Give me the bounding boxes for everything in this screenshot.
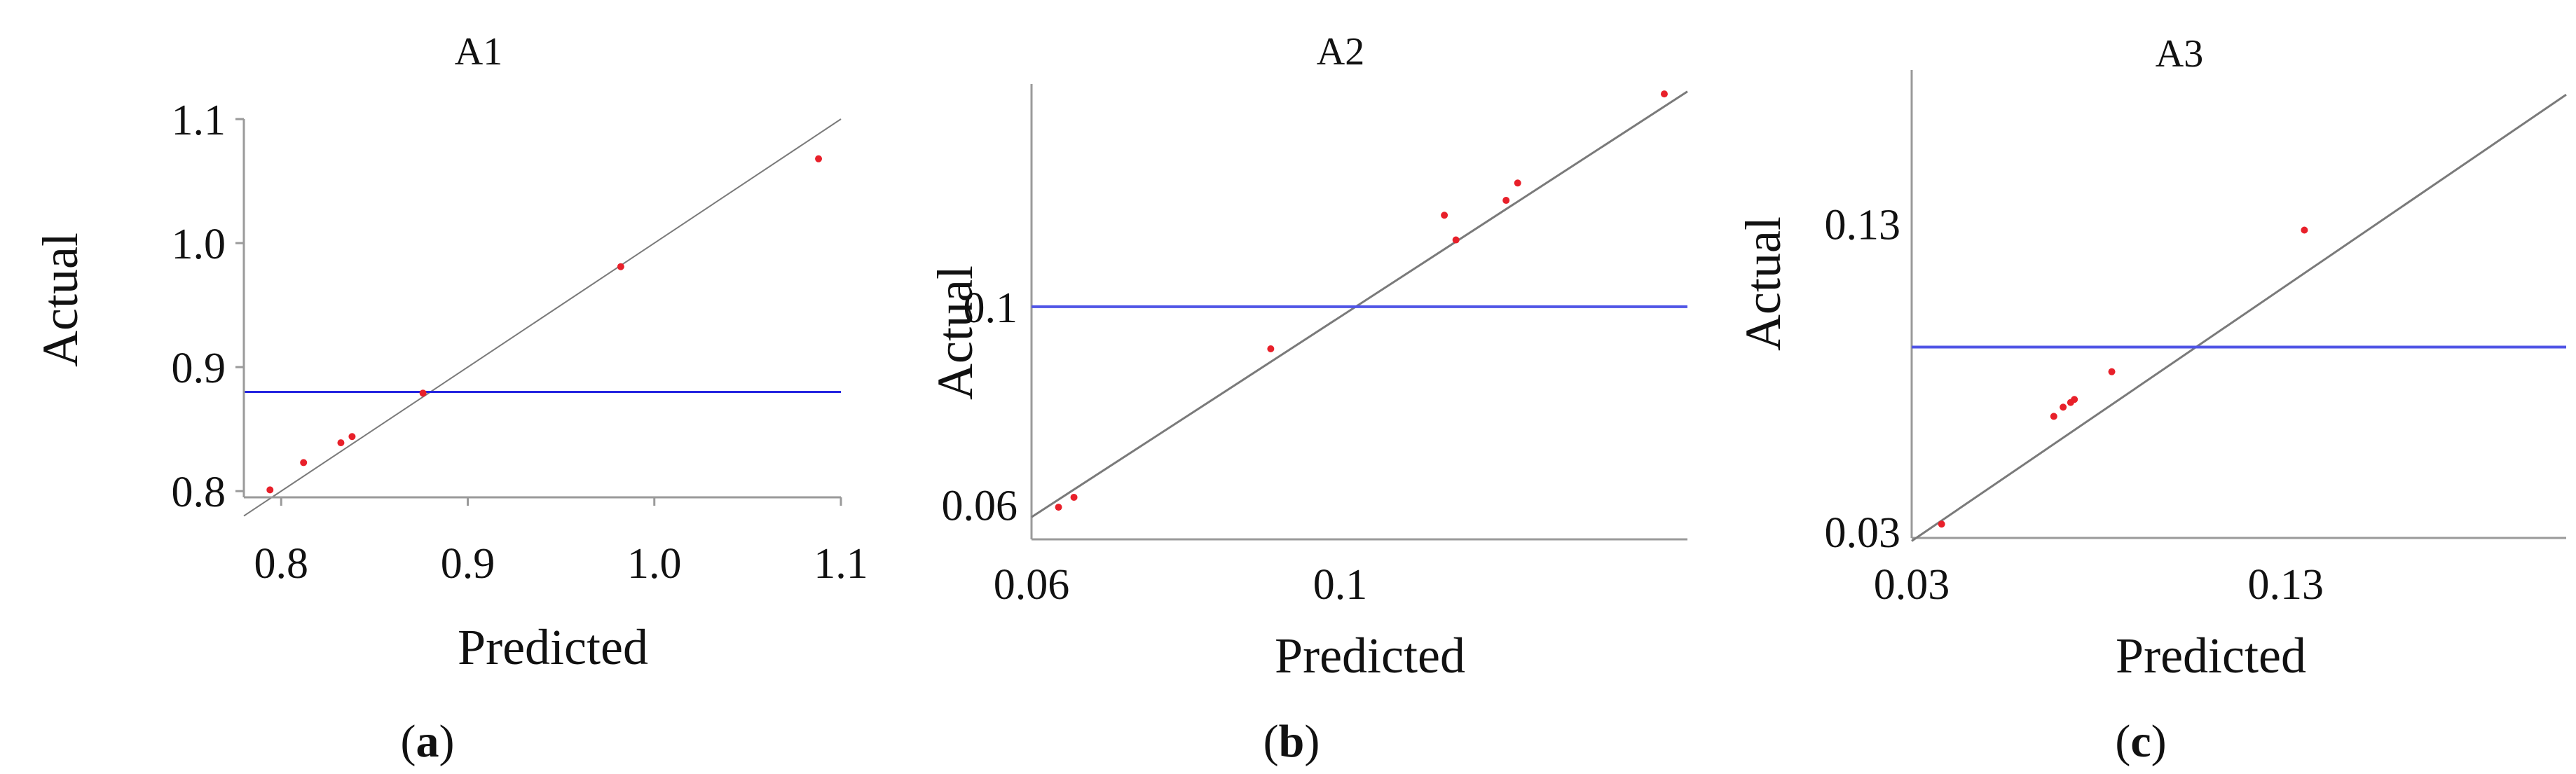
panel-c-data-point	[2060, 403, 2067, 411]
panel-a-title-backdrop	[392, 13, 561, 79]
panel-b-data-point	[1660, 90, 1668, 98]
panel-b-data-point	[1070, 493, 1078, 501]
panel-b-reference-line	[1031, 90, 1688, 518]
panel-b-caption-letter: b	[1279, 716, 1305, 767]
panel-c-data-point	[1938, 520, 1945, 528]
panel-b-data-point	[1267, 345, 1275, 352]
panel-c-title-backdrop	[1994, 0, 2575, 83]
panel-c-y-axis-title: Actual	[1735, 216, 1791, 351]
panel-c-data-point	[2301, 226, 2308, 234]
panel-b-y-tick-label: 0.06	[942, 483, 1018, 530]
panel-a-x-tick-label: 0.9	[441, 540, 495, 588]
panel-a-x-tick-label: 1.1	[814, 540, 868, 588]
panel-c-x-tick-label: 0.03	[1874, 561, 1950, 609]
panel-a-data-point	[815, 155, 823, 163]
panel-b-y-tick-label: 0.1	[964, 284, 1018, 332]
panel-c: A3 Predicted Actual (c) 0.03 0.13 0.03 0.13	[1735, 0, 2575, 767]
panel-a-y-tick-label: 0.8	[172, 469, 226, 516]
panel-b-x-axis-title: Predicted	[1275, 628, 1465, 684]
panel-a-x-tick-label: 1.0	[627, 540, 682, 588]
panel-a-caption: (a)	[401, 716, 455, 767]
panel-a-x-axis-title: Predicted	[458, 619, 648, 675]
panel-b-caption: (b)	[1263, 716, 1320, 767]
panel-b-data-point	[1055, 504, 1062, 511]
panel-c-reference-line	[1911, 93, 2567, 542]
panel-c-x-axis-title: Predicted	[2116, 628, 2306, 684]
panel-b-data-point	[1502, 197, 1510, 205]
panel-b-data-point	[1441, 212, 1448, 219]
panel-a-data-point	[419, 389, 427, 397]
panel-c-caption-letter: c	[2130, 716, 2151, 767]
panel-a-caption-letter: a	[416, 716, 439, 767]
panel-a-reference-line	[243, 118, 842, 517]
panel-c-data-point	[2050, 413, 2057, 420]
panel-b-x-tick-label: 0.06	[994, 561, 1070, 609]
panel-c-y-tick-label: 0.13	[1825, 202, 1901, 249]
panel-b-title: A2	[1317, 30, 1364, 74]
panel-a-y-axis-title: Actual	[32, 233, 88, 367]
panel-a-data-point	[300, 459, 308, 467]
panel-a-title: A1	[455, 30, 502, 74]
panel-b-x-tick-label: 0.1	[1313, 561, 1368, 609]
panel-b-data-point	[1514, 179, 1521, 187]
panel-c-data-point	[2108, 368, 2116, 375]
panel-a-x-tick-label: 0.8	[254, 540, 309, 588]
panel-b: A2 Predicted Actual (b) 0.06 0.1 0.06 0.1	[927, 0, 1773, 767]
panel-c-x-tick-label: 0.13	[2247, 561, 2324, 609]
panel-b-data-point	[1452, 236, 1460, 244]
panel-a-data-point	[337, 439, 345, 447]
panel-c-caption: (c)	[2115, 716, 2166, 767]
panel-a-data-point	[266, 486, 274, 494]
panel-a-y-tick-label: 1.1	[172, 97, 226, 144]
panel-a: A1 Predicted Actual (a) 0.8 0.9 1.0 1.1 0.8 0…	[32, 13, 868, 767]
panel-c-title: A3	[2156, 32, 2203, 76]
panel-b-title-backdrop	[1128, 0, 1773, 83]
panel-a-y-tick-label: 1.0	[172, 221, 226, 268]
panel-c-data-point	[2071, 396, 2078, 403]
panel-a-y-tick-label: 0.9	[172, 345, 226, 392]
panel-a-data-point	[348, 433, 356, 441]
panel-b-y-axis-title: Actual	[927, 265, 983, 400]
panel-c-y-tick-label: 0.03	[1825, 509, 1901, 557]
panel-a-data-point	[617, 263, 624, 270]
